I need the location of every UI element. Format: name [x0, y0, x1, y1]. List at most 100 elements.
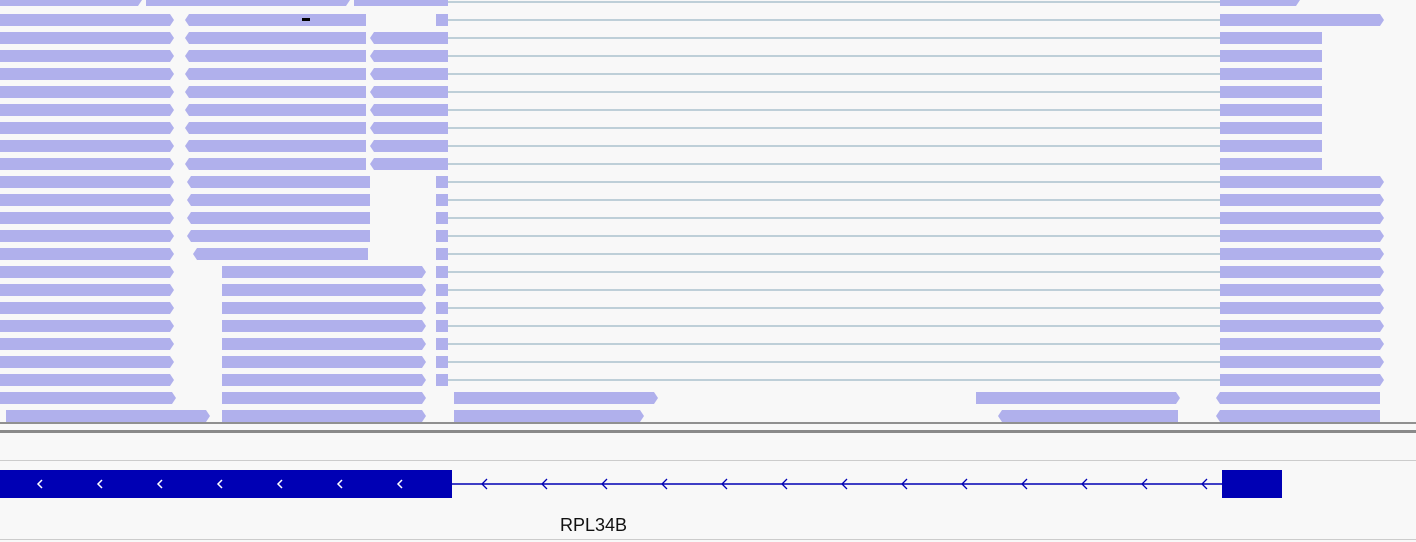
- read-alignment[interactable]: [185, 14, 366, 26]
- read-alignment[interactable]: [0, 212, 174, 224]
- read-alignment[interactable]: [0, 50, 174, 62]
- read-alignment[interactable]: [354, 0, 448, 6]
- read-alignment[interactable]: [187, 176, 370, 188]
- read-alignment[interactable]: [0, 356, 174, 368]
- read-alignment[interactable]: [1220, 230, 1384, 242]
- read-alignment[interactable]: [0, 194, 174, 206]
- aligned-reads[interactable]: [0, 0, 1416, 424]
- gene-name-label[interactable]: RPL34B: [560, 515, 628, 535]
- read-alignment[interactable]: [0, 230, 174, 242]
- read-alignment[interactable]: [436, 212, 448, 224]
- read-alignment[interactable]: [222, 410, 426, 422]
- read-alignment[interactable]: [185, 122, 366, 134]
- read-alignment[interactable]: [0, 158, 174, 170]
- read-alignment[interactable]: [222, 392, 426, 404]
- read-alignment[interactable]: [0, 0, 142, 6]
- read-alignment[interactable]: [1220, 0, 1300, 6]
- read-alignment[interactable]: [436, 14, 448, 26]
- read-alignment[interactable]: [370, 86, 448, 98]
- read-alignment[interactable]: [0, 284, 174, 296]
- read-alignment[interactable]: [436, 248, 448, 260]
- read-alignment[interactable]: [1220, 14, 1384, 26]
- read-alignment[interactable]: [1220, 32, 1322, 44]
- gene-track[interactable]: [0, 424, 1416, 542]
- read-alignment[interactable]: [1220, 356, 1384, 368]
- read-alignment[interactable]: [185, 86, 366, 98]
- read-alignment[interactable]: [222, 284, 426, 296]
- read-alignment[interactable]: [0, 266, 174, 278]
- read-alignment[interactable]: [436, 230, 448, 242]
- read-alignment[interactable]: [185, 50, 366, 62]
- read-alignment[interactable]: [998, 410, 1178, 422]
- read-alignment[interactable]: [436, 176, 448, 188]
- read-alignment[interactable]: [222, 302, 426, 314]
- read-alignment[interactable]: [0, 320, 174, 332]
- read-alignment[interactable]: [222, 374, 426, 386]
- read-alignment[interactable]: [436, 302, 448, 314]
- gene-model[interactable]: [0, 424, 1416, 542]
- read-alignment[interactable]: [436, 194, 448, 206]
- read-alignment[interactable]: [454, 392, 658, 404]
- read-alignment[interactable]: [185, 140, 366, 152]
- read-alignment[interactable]: [185, 68, 366, 80]
- read-alignment[interactable]: [436, 356, 448, 368]
- read-alignment[interactable]: [1220, 86, 1322, 98]
- read-alignment[interactable]: [1216, 410, 1380, 422]
- read-alignment[interactable]: [185, 32, 366, 44]
- read-alignment[interactable]: [187, 230, 370, 242]
- read-alignment[interactable]: [187, 194, 370, 206]
- read-alignment[interactable]: [370, 68, 448, 80]
- read-alignment[interactable]: [370, 32, 448, 44]
- read-alignment[interactable]: [0, 86, 174, 98]
- alignment-track[interactable]: [0, 0, 1416, 424]
- read-alignment[interactable]: [0, 122, 174, 134]
- read-alignment[interactable]: [185, 158, 366, 170]
- read-alignment[interactable]: [0, 104, 174, 116]
- read-alignment[interactable]: [193, 248, 368, 260]
- read-alignment[interactable]: [1220, 248, 1384, 260]
- read-alignment[interactable]: [370, 158, 448, 170]
- read-alignment[interactable]: [1220, 266, 1384, 278]
- read-alignment[interactable]: [222, 266, 426, 278]
- read-alignment[interactable]: [1220, 338, 1384, 350]
- read-alignment[interactable]: [187, 212, 370, 224]
- read-alignment[interactable]: [976, 392, 1180, 404]
- read-alignment[interactable]: [0, 14, 174, 26]
- read-alignment[interactable]: [1220, 302, 1384, 314]
- read-alignment[interactable]: [1220, 374, 1384, 386]
- read-alignment[interactable]: [222, 338, 426, 350]
- read-alignment[interactable]: [0, 176, 174, 188]
- read-alignment[interactable]: [6, 410, 210, 422]
- read-alignment[interactable]: [1220, 212, 1384, 224]
- read-alignment[interactable]: [436, 284, 448, 296]
- read-alignment[interactable]: [0, 338, 174, 350]
- read-alignment[interactable]: [436, 320, 448, 332]
- read-alignment[interactable]: [436, 338, 448, 350]
- read-alignment[interactable]: [370, 140, 448, 152]
- read-alignment[interactable]: [222, 356, 426, 368]
- read-alignment[interactable]: [1220, 320, 1384, 332]
- read-alignment[interactable]: [0, 140, 174, 152]
- read-alignment[interactable]: [1220, 50, 1322, 62]
- read-alignment[interactable]: [1220, 158, 1322, 170]
- read-alignment[interactable]: [1216, 392, 1380, 404]
- read-alignment[interactable]: [1220, 176, 1384, 188]
- read-alignment[interactable]: [454, 410, 644, 422]
- read-alignment[interactable]: [222, 320, 426, 332]
- read-alignment[interactable]: [436, 266, 448, 278]
- read-alignment[interactable]: [0, 248, 174, 260]
- read-alignment[interactable]: [0, 68, 174, 80]
- read-alignment[interactable]: [370, 122, 448, 134]
- read-alignment[interactable]: [0, 374, 174, 386]
- read-alignment[interactable]: [0, 392, 176, 404]
- read-alignment[interactable]: [370, 104, 448, 116]
- read-alignment[interactable]: [1220, 140, 1322, 152]
- read-alignment[interactable]: [1220, 284, 1384, 296]
- read-alignment[interactable]: [436, 374, 448, 386]
- read-alignment[interactable]: [1220, 68, 1322, 80]
- read-alignment[interactable]: [146, 0, 350, 6]
- read-alignment[interactable]: [185, 104, 366, 116]
- read-alignment[interactable]: [1220, 194, 1384, 206]
- read-alignment[interactable]: [0, 32, 174, 44]
- read-alignment[interactable]: [1220, 104, 1322, 116]
